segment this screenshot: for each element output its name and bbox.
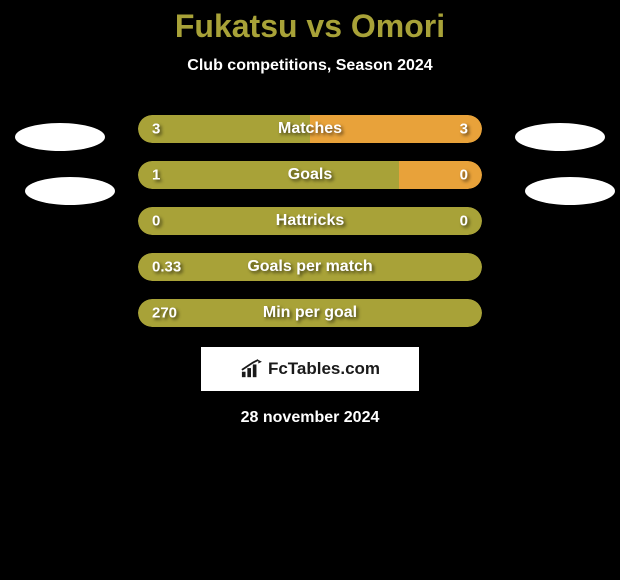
stat-label: Goals per match [247,258,372,276]
stat-value-left: 0 [152,213,160,230]
stat-label: Min per goal [263,304,357,322]
logo-text: FcTables.com [268,359,380,379]
stat-label: Goals [288,166,332,184]
bar-segment-left [138,161,399,189]
logo-box[interactable]: FcTables.com [201,347,419,391]
stat-value-right: 0 [460,213,468,230]
player-right-avatar-2 [525,177,615,205]
player-left-avatar-2 [25,177,115,205]
main-container: Fukatsu vs Omori Club competitions, Seas… [0,0,620,427]
stat-row: Matches 3 3 [138,115,482,143]
stat-value-right: 0 [460,167,468,184]
page-title: Fukatsu vs Omori [0,8,620,45]
bar-segment-right [399,161,482,189]
stat-value-left: 270 [152,305,177,322]
date-text: 28 november 2024 [0,409,620,427]
stat-value-left: 3 [152,121,160,138]
subtitle: Club competitions, Season 2024 [0,57,620,75]
chart-icon [240,359,262,379]
stat-row: Goals per match 0.33 [138,253,482,281]
player-right-avatar-1 [515,123,605,151]
stat-row: Goals 1 0 [138,161,482,189]
stat-row: Hattricks 0 0 [138,207,482,235]
stat-value-left: 0.33 [152,259,181,276]
stat-value-left: 1 [152,167,160,184]
stat-row: Min per goal 270 [138,299,482,327]
stat-value-right: 3 [460,121,468,138]
stat-label: Hattricks [276,212,344,230]
stat-label: Matches [278,120,342,138]
player-left-avatar-1 [15,123,105,151]
